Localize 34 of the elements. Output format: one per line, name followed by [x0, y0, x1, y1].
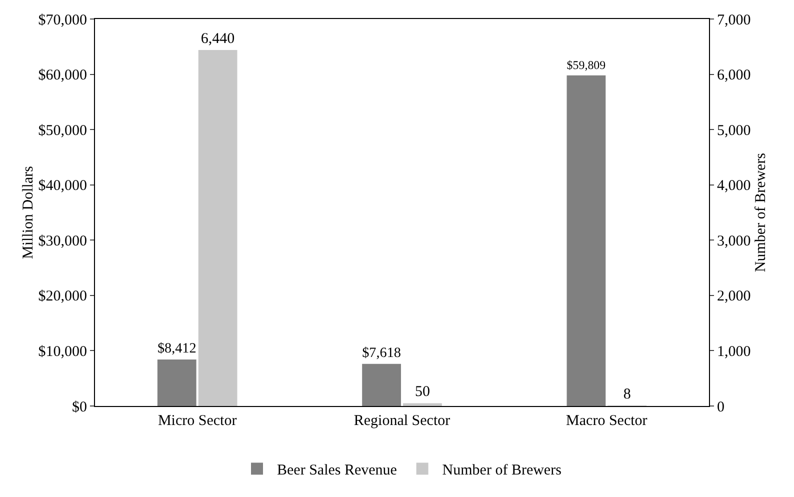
- y2-tick-label: 2,000: [717, 288, 751, 305]
- bar: [566, 75, 606, 406]
- y-tick-label: $0: [72, 399, 87, 416]
- data-label: $7,618: [362, 345, 401, 362]
- bar: [198, 50, 238, 406]
- y2-tick-label: 1,000: [717, 344, 751, 360]
- x-tick-label: Micro Sector: [158, 413, 237, 429]
- y2-tick-label: 0: [717, 399, 724, 416]
- y2-axis-title: Number of Brewers: [752, 152, 769, 272]
- legend-label: Beer Sales Revenue: [277, 462, 398, 479]
- data-label: $8,412: [157, 340, 196, 357]
- y2-tick-label: 4,000: [717, 178, 751, 194]
- y2-tick-label: 3,000: [717, 233, 751, 250]
- y2-tick-label: 5,000: [717, 122, 751, 139]
- y-tick-label: $20,000: [38, 288, 87, 305]
- bar: [403, 403, 442, 406]
- y-axis-title: Million Dollars: [20, 166, 36, 259]
- y-tick-label: $40,000: [38, 178, 87, 194]
- bar: [362, 364, 401, 406]
- data-label: 6,440: [200, 30, 235, 47]
- y-tick-label: $30,000: [38, 233, 87, 250]
- bar: [157, 359, 196, 406]
- y-tick-label: $10,000: [38, 344, 87, 360]
- y2-tick-label: 6,000: [717, 68, 751, 84]
- y-tick-label: $60,000: [38, 68, 87, 84]
- data-label: 8: [623, 386, 631, 403]
- legend-label: Number of Brewers: [442, 462, 562, 479]
- data-label: $59,809: [566, 58, 606, 72]
- y-tick-label: $50,000: [38, 122, 87, 139]
- x-tick-label: Macro Sector: [566, 413, 648, 429]
- y-tick-label: $70,000: [38, 12, 87, 28]
- y2-tick-label: 7,000: [717, 12, 751, 28]
- x-tick-label: Regional Sector: [354, 413, 450, 429]
- data-label: 50: [414, 384, 430, 400]
